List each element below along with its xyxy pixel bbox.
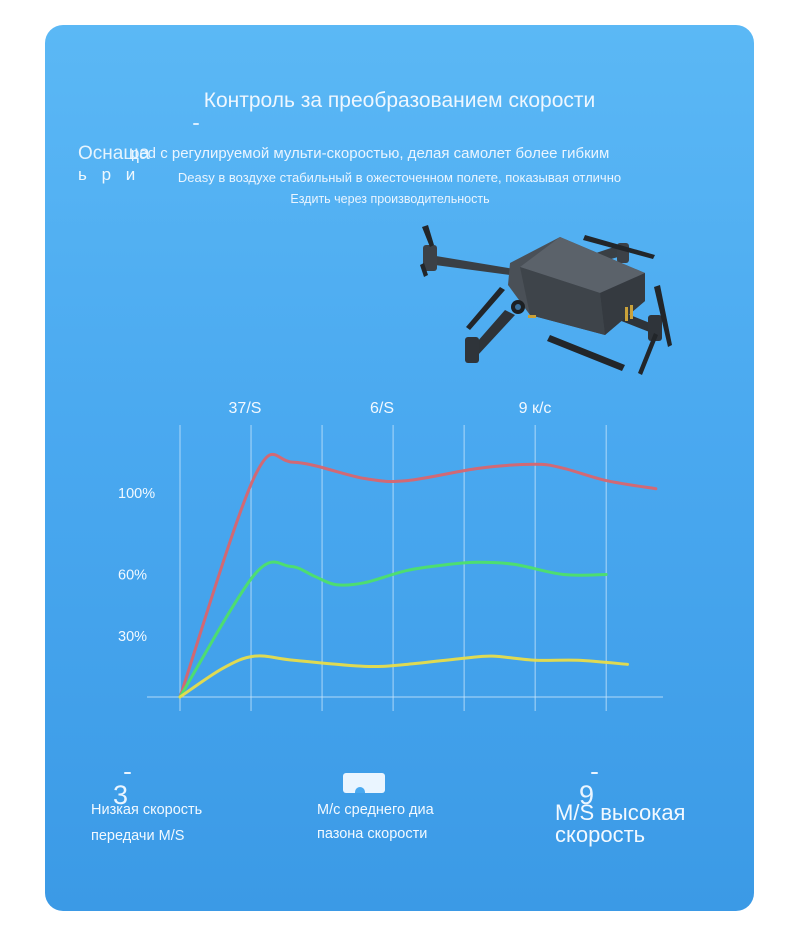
high-speed-label-line2: скорость	[555, 822, 646, 847]
y-tick-label: 60%	[118, 568, 147, 584]
overlay-text-fragment: ь р и	[78, 165, 141, 184]
left-dash	[124, 772, 131, 774]
mid-speed-label-line1: M/с среднего диа	[317, 802, 434, 818]
page-title: Контроль за преобразованием скорости	[203, 89, 596, 112]
series-line-mid	[178, 560, 608, 699]
drone-image	[420, 225, 672, 375]
top-speed-label: 9 к/с	[519, 400, 552, 417]
series-line-low	[178, 654, 629, 699]
chart-ticks: 100% 60% 30% 37/S 6/S 9 к/с	[118, 400, 551, 645]
high-speed-label-line1: M/S высокая	[555, 800, 686, 825]
series-line-high	[178, 452, 658, 699]
speed-chart: 100% 60% 30% 37/S 6/S 9 к/с	[118, 400, 663, 711]
speed-control-card: Контроль за преобразованием скорости Осн…	[45, 25, 754, 911]
y-tick-label: 30%	[118, 629, 147, 645]
mid-speed-label-line2: пазона скорости	[317, 826, 428, 842]
description-line-2: Deasy в воздухе стабильный в ожесточенно…	[177, 170, 622, 185]
high-speed-number: 9	[579, 780, 595, 810]
overlay-text-equipped: Оснаща	[78, 143, 150, 164]
drone-body	[420, 225, 672, 375]
description-line-3: Ездить через производительность	[290, 192, 490, 206]
title-accent-dot	[193, 123, 199, 125]
low-speed-number: 3	[113, 780, 129, 810]
top-speed-label: 6/S	[370, 400, 394, 417]
badge-dot	[355, 787, 365, 793]
mid-speed-badge	[343, 773, 385, 793]
chart-series	[178, 452, 658, 699]
right-dash	[591, 772, 598, 774]
top-speed-label: 37/S	[229, 400, 262, 417]
low-speed-label-line2: передачи M/S	[91, 828, 185, 844]
description-line-1: ped с регулируемой мульти-скоростью, дел…	[131, 145, 610, 162]
y-tick-label: 100%	[118, 486, 155, 502]
low-speed-label-line1: Низкая скорость	[91, 802, 203, 818]
